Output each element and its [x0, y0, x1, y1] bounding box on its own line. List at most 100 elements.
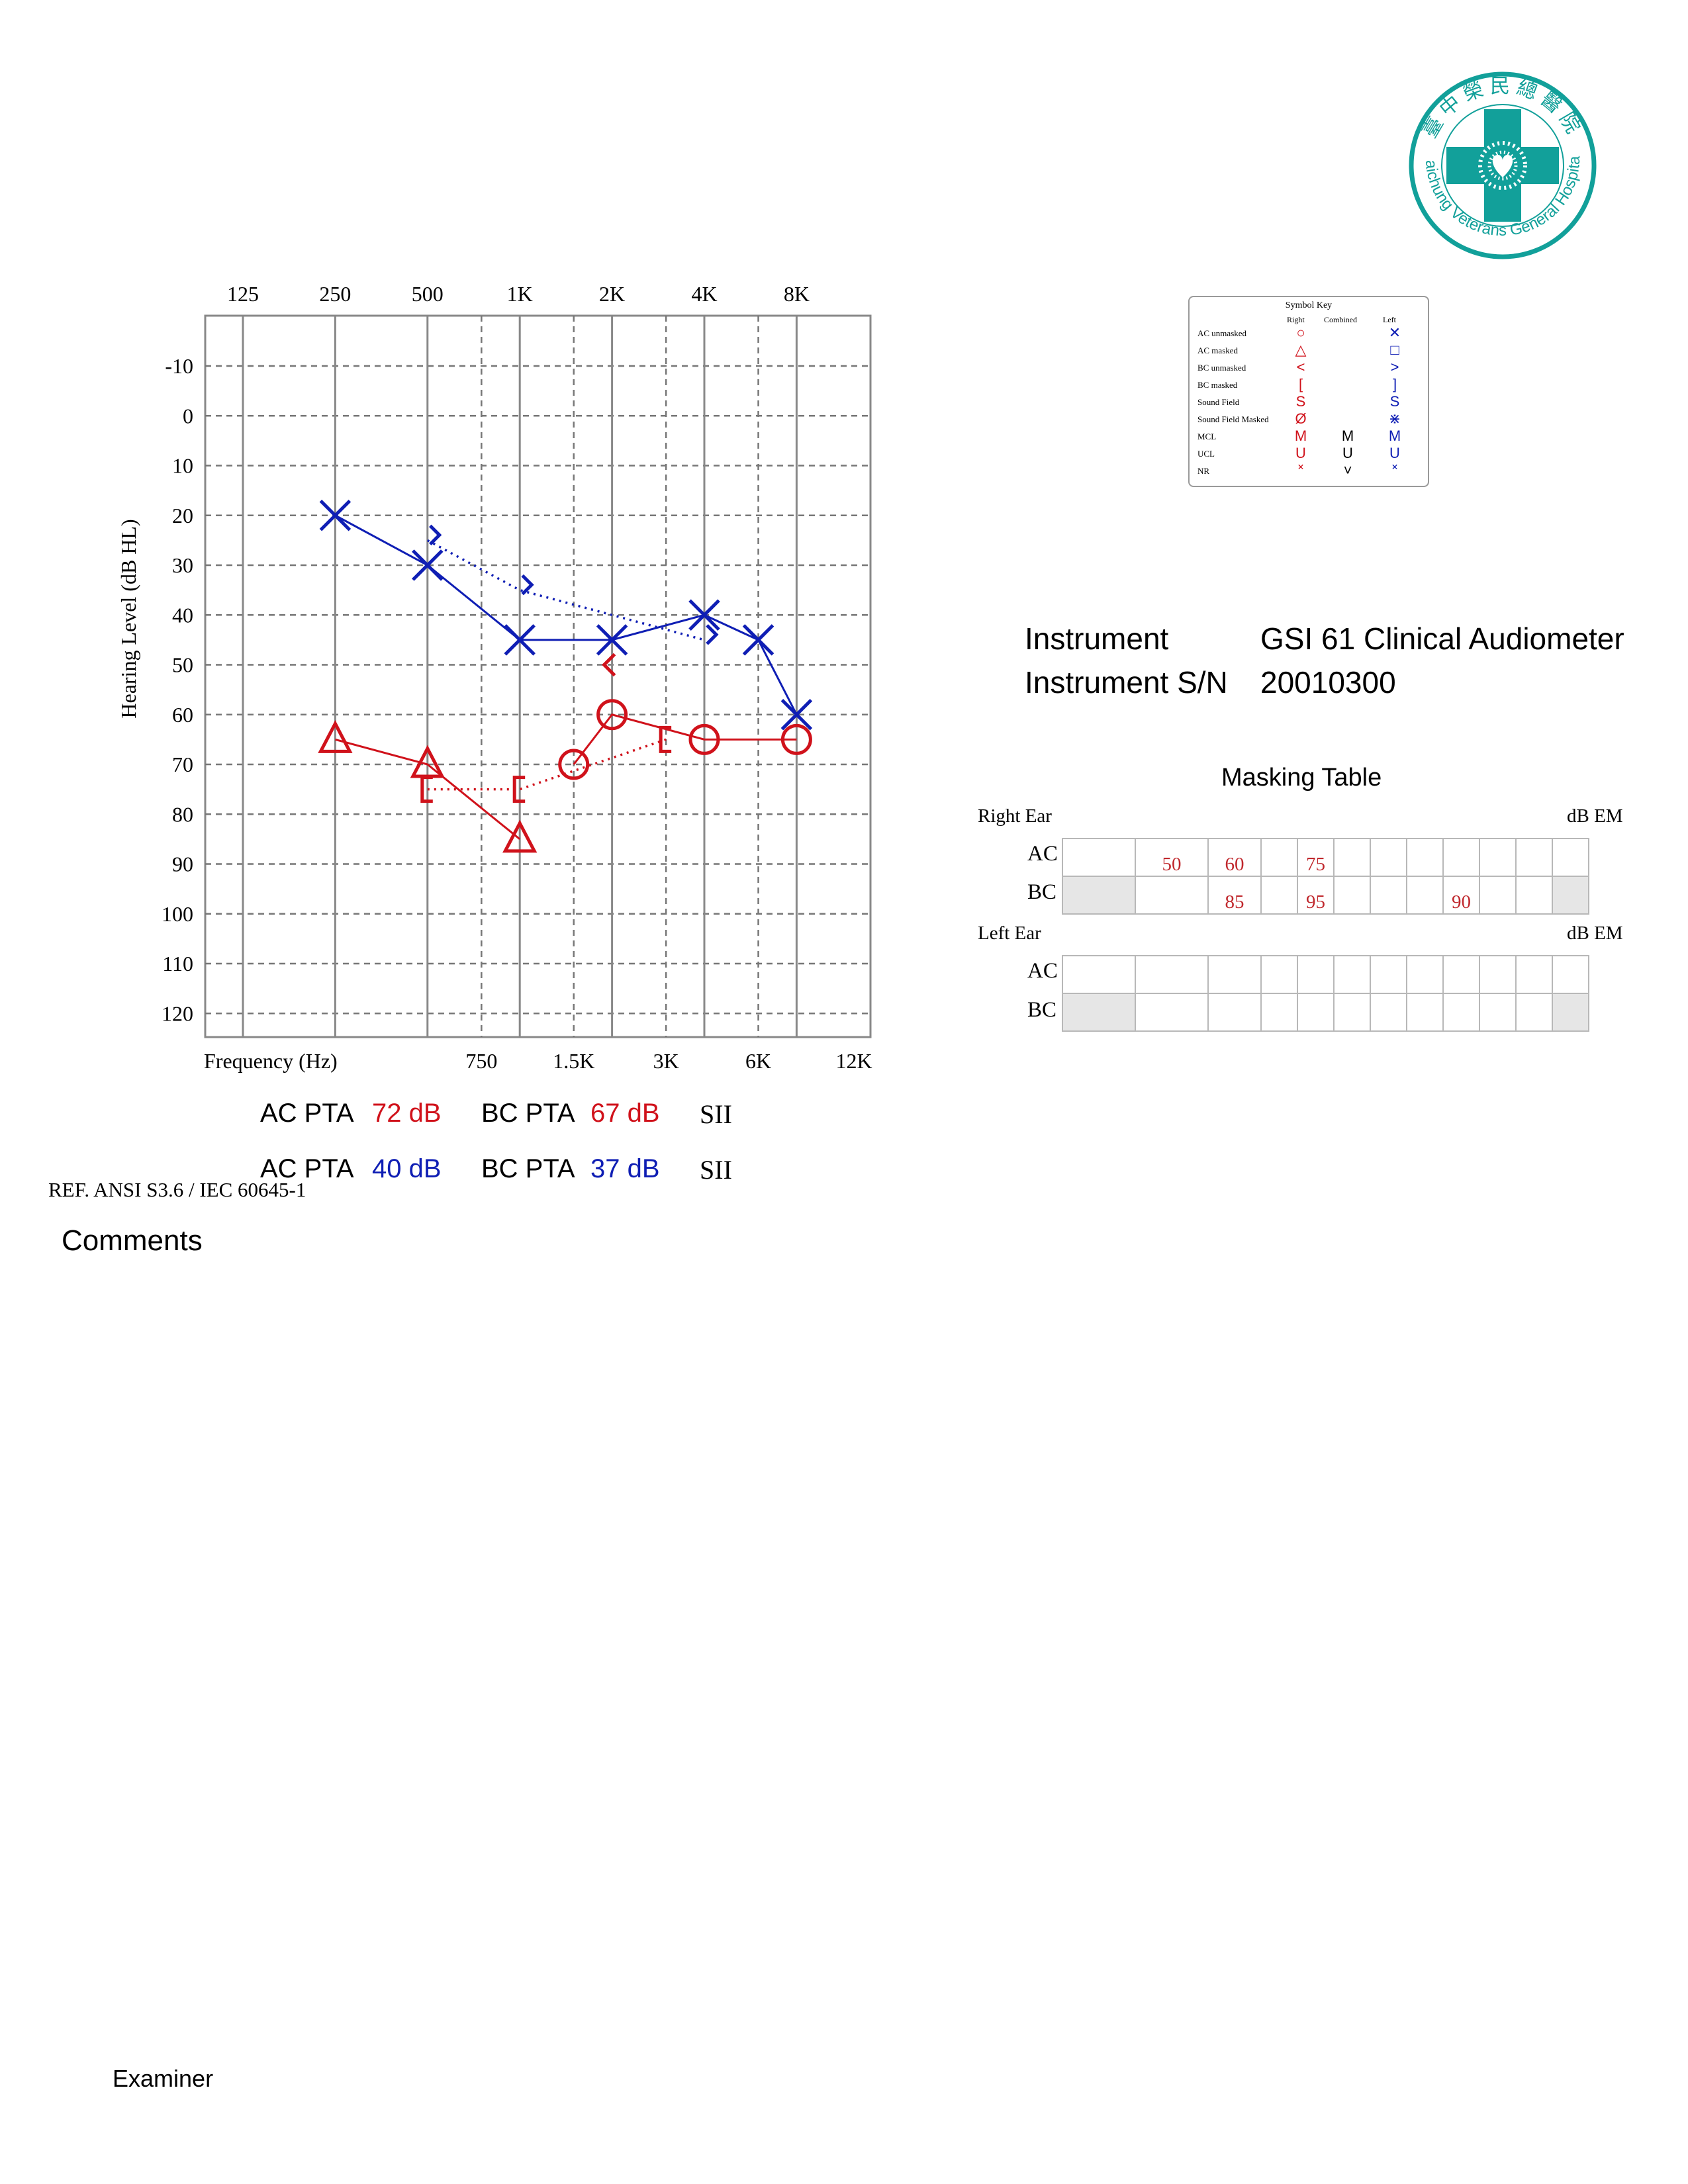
audiogram-marks	[318, 499, 813, 853]
masking-cell	[1406, 955, 1444, 994]
data-point	[319, 499, 352, 531]
symbol-key-left-symbol: ⋇	[1388, 410, 1401, 427]
comments-label: Comments	[62, 1224, 203, 1257]
x-top-tick-label: 8K	[784, 282, 810, 306]
symbol-key-row-label: MCL	[1197, 432, 1217, 441]
masking-cell	[1297, 955, 1335, 994]
right-ear-unit: dB EM	[1567, 805, 1623, 827]
symbol-key-left-symbol: ]	[1392, 376, 1397, 392]
symbol-key-right-symbol: ○	[1296, 324, 1305, 341]
right-sii-label: SII	[700, 1099, 732, 1129]
left-sii-label: SII	[700, 1155, 732, 1185]
data-point	[688, 723, 720, 755]
masking-cell	[1515, 838, 1553, 877]
instrument-label: Instrument	[1025, 621, 1169, 656]
masking-cell	[1062, 955, 1136, 994]
x-top-tick-label: 1K	[507, 282, 533, 306]
symbol-key-left-symbol: >	[1390, 359, 1399, 375]
masking-table-title: Masking Table	[1221, 764, 1382, 792]
data-point	[596, 624, 628, 656]
x-bottom-tick-label: 1.5K	[553, 1049, 594, 1073]
y-tick-label: 50	[172, 653, 193, 677]
data-point	[706, 624, 719, 645]
instrument-sn-value: 20010300	[1260, 665, 1396, 700]
y-tick-label: 40	[172, 603, 193, 627]
masking-cell	[1479, 876, 1517, 915]
data-point	[742, 624, 774, 656]
symbol-key-combined-symbol: U	[1342, 445, 1353, 461]
x-top-tick-label: 125	[227, 282, 259, 306]
masking-cell: 75	[1297, 838, 1335, 877]
left-bc-label: BC	[1027, 998, 1057, 1022]
series-line	[573, 713, 797, 765]
masking-cell	[1552, 993, 1589, 1032]
data-point	[688, 599, 720, 631]
masking-table-left	[1062, 955, 1589, 1032]
x-top-tick-label: 4K	[691, 282, 717, 306]
right-ac-pta-value: 72 dB	[372, 1099, 442, 1128]
symbol-key-row-label: AC unmasked	[1197, 328, 1247, 338]
masking-cell	[1260, 955, 1298, 994]
audiogram-ticks: -10 0 10 20 30 40 50 60 70 80 90 100 110 120 125 250 500…	[162, 282, 872, 1073]
symbol-key-right-symbol: Ø	[1295, 410, 1307, 427]
y-tick-label: 20	[172, 504, 193, 527]
symbol-key-header-right: Right	[1287, 315, 1305, 324]
symbol-key-row-label: BC unmasked	[1197, 363, 1246, 373]
y-tick-label: 70	[172, 752, 193, 776]
masking-cell	[1515, 955, 1553, 994]
masking-cell	[1370, 838, 1407, 877]
data-point	[502, 819, 538, 853]
y-tick-label: 80	[172, 802, 193, 826]
masking-cell	[1406, 993, 1444, 1032]
masking-cell	[1135, 993, 1209, 1032]
reference-standard: REF. ANSI S3.6 / IEC 60645-1	[48, 1178, 306, 1201]
left-bc-pta-value: 37 dB	[590, 1154, 660, 1183]
right-bc-pta-label: BC PTA	[481, 1099, 575, 1128]
series-line	[335, 738, 521, 841]
symbol-key-row-label: UCL	[1197, 449, 1215, 459]
y-tick-label: 100	[162, 902, 193, 926]
masking-table-right: 50 60 75 85 95 90	[1062, 838, 1589, 915]
x-top-tick-label: 250	[319, 282, 351, 306]
masking-cell	[1406, 876, 1444, 915]
masking-row: 85 95 90	[1062, 876, 1589, 915]
symbol-key-right-symbol: △	[1295, 341, 1307, 358]
masking-cell	[1207, 955, 1262, 994]
masking-cell	[1333, 993, 1371, 1032]
y-tick-label: -10	[165, 354, 193, 378]
y-tick-label: 0	[183, 404, 193, 428]
x-bottom-tick-label: 6K	[745, 1049, 771, 1073]
data-point	[420, 776, 433, 803]
symbol-key-left-symbol: U	[1389, 445, 1400, 461]
left-ear-unit: dB EM	[1567, 923, 1623, 944]
masking-cell: 50	[1135, 838, 1209, 877]
x-bottom-tick-label: 12K	[835, 1049, 872, 1073]
data-point	[602, 653, 616, 677]
symbol-key: Symbol Key Right Combined Left AC unmask…	[1188, 296, 1429, 487]
masking-cell	[1442, 838, 1480, 877]
data-point	[318, 719, 353, 753]
symbol-key-row-label: NR	[1197, 466, 1210, 476]
audiogram-lines	[334, 514, 798, 841]
symbol-key-right-symbol: M	[1294, 428, 1307, 444]
data-point	[504, 624, 536, 656]
audiogram-grid	[204, 314, 872, 1038]
masking-cell	[1135, 876, 1209, 915]
masking-cell	[1442, 955, 1480, 994]
audiogram-chart: -10 0 10 20 30 40 50 60 70 80 90 100 110 120 125 250 500…	[117, 282, 872, 1073]
masking-cell	[1062, 993, 1136, 1032]
x-top-tick-label: 500	[412, 282, 444, 306]
right-bc-label: BC	[1027, 880, 1057, 904]
data-point	[412, 549, 444, 581]
symbol-key-left-symbol: □	[1390, 341, 1399, 358]
symbol-key-combined-symbol: M	[1341, 428, 1354, 444]
symbol-key-title: Symbol Key	[1285, 300, 1333, 310]
symbol-key-right-symbol: [	[1298, 376, 1303, 392]
examiner-label: Examiner	[113, 2065, 214, 2092]
right-ac-label: AC	[1027, 842, 1058, 866]
symbol-key-row-label: BC masked	[1197, 380, 1238, 390]
left-ac-pta-value: 40 dB	[372, 1154, 442, 1183]
y-tick-label: 30	[172, 553, 193, 577]
masking-cell	[1515, 993, 1553, 1032]
right-ear-label: Right Ear	[978, 805, 1052, 827]
